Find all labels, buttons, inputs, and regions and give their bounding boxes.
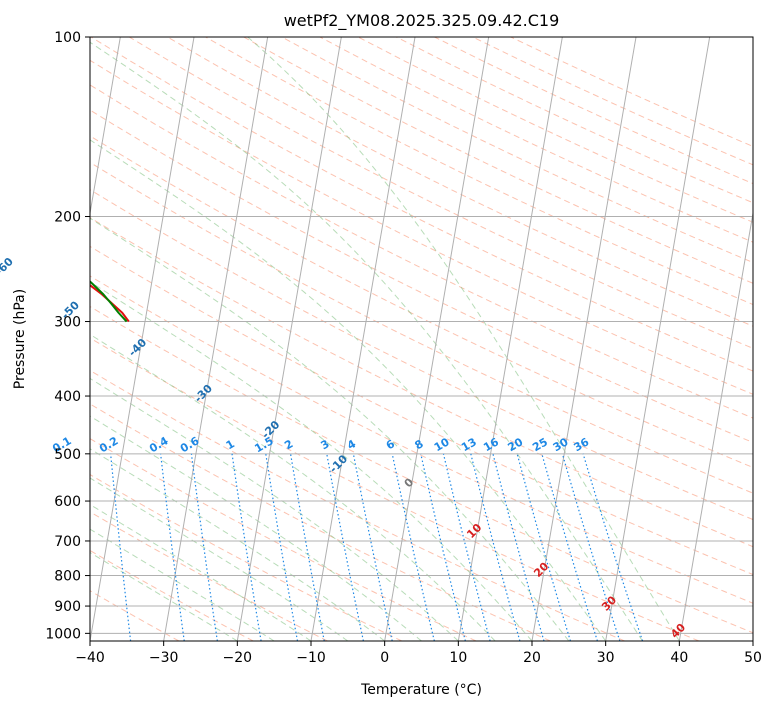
y-tick-label: 900 — [54, 599, 81, 615]
isotherm-line — [678, 210, 753, 641]
dry-adiabat-line — [167, 37, 753, 327]
x-axis-label: Temperature (°C) — [360, 682, 482, 698]
mixing-ratio-line — [492, 453, 545, 641]
mixing-ratio-line — [516, 453, 572, 641]
dry-adiabat-line — [90, 369, 625, 641]
chart-title: wetPf2_YM08.2025.325.09.42.C19 — [284, 11, 560, 31]
moist-adiabat-line — [90, 503, 312, 641]
isotherm-line — [310, 37, 416, 641]
x-axis: −40 −30 −20 −10 0 10 20 30 40 50 — [75, 641, 762, 666]
moist-adiabat-line — [90, 41, 643, 641]
sounding-profiles — [90, 280, 130, 323]
dry-adiabat-line — [90, 275, 753, 604]
isotherm-line — [236, 37, 342, 641]
mixing-ratio-line — [391, 453, 435, 641]
isobar-grid — [90, 37, 753, 634]
dry-adiabat-line — [90, 84, 753, 419]
plot-frame — [89, 36, 754, 642]
dry-adiabat-line — [90, 161, 753, 494]
isotherm-line — [163, 37, 269, 641]
y-tick-label: 600 — [54, 494, 81, 510]
dewpoint-profile-line — [90, 280, 128, 323]
isotherms — [90, 37, 753, 641]
mixing-ratio-lines — [110, 453, 644, 641]
moist-adiabat-line — [90, 528, 275, 641]
x-tick-label: 40 — [670, 650, 688, 666]
dry-adiabat-line — [90, 403, 551, 641]
isotherm-line — [384, 37, 490, 641]
dry-adiabat-line — [90, 305, 753, 634]
isotherm-line — [90, 37, 121, 217]
y-tick-label: 100 — [54, 30, 81, 46]
y-tick-label: 800 — [54, 569, 81, 585]
mixing-ratio-line — [470, 453, 521, 641]
moist-adiabat-line — [90, 217, 570, 641]
mixing-ratio-line — [352, 453, 393, 641]
y-axis-label: Pressure (hPa) — [12, 289, 28, 389]
x-tick-label: 30 — [597, 650, 615, 666]
moist-adiabat-line — [90, 448, 385, 641]
y-tick-label: 1000 — [45, 626, 81, 642]
y-tick-label: 500 — [54, 447, 81, 463]
moist-adiabat-line — [247, 37, 680, 641]
mixing-ratio-line — [561, 453, 621, 641]
isotherm-line — [457, 37, 563, 641]
isotherm-line — [90, 37, 195, 641]
x-tick-label: 10 — [449, 650, 467, 666]
moist-adiabat-line — [90, 281, 533, 641]
x-tick-label: −20 — [223, 650, 253, 666]
x-tick-label: −40 — [75, 650, 105, 666]
dry-adiabat-line — [90, 438, 477, 641]
mixing-ratio-line — [582, 453, 644, 641]
dry-adiabat-line — [90, 473, 402, 641]
y-tick-label: 700 — [54, 534, 81, 550]
moist-adiabat-line — [90, 551, 238, 641]
x-tick-label: 0 — [380, 650, 389, 666]
x-tick-label: 50 — [744, 650, 762, 666]
isotherm-line — [605, 37, 711, 641]
y-tick-label: 300 — [54, 315, 81, 331]
y-tick-label: 200 — [54, 210, 81, 226]
moist-adiabat-line — [90, 377, 459, 641]
mixing-ratio-line — [420, 453, 466, 641]
mixing-ratio-line — [442, 453, 491, 641]
x-tick-label: 20 — [523, 650, 541, 666]
dry-adiabat-line — [90, 59, 753, 395]
mixing-ratio-line — [541, 453, 598, 641]
dry-adiabat-line — [90, 337, 700, 641]
y-axis: 1000 900 800 700 600 500 400 300 200 100 — [45, 30, 90, 642]
moist-adiabat-line — [90, 139, 607, 641]
x-tick-label: −30 — [149, 650, 179, 666]
dry-adiabat-line — [90, 189, 753, 521]
x-tick-label: −10 — [296, 650, 326, 666]
isotherm-line — [531, 37, 637, 641]
dry-adiabat-line — [90, 511, 328, 641]
y-tick-label: 400 — [54, 389, 81, 405]
